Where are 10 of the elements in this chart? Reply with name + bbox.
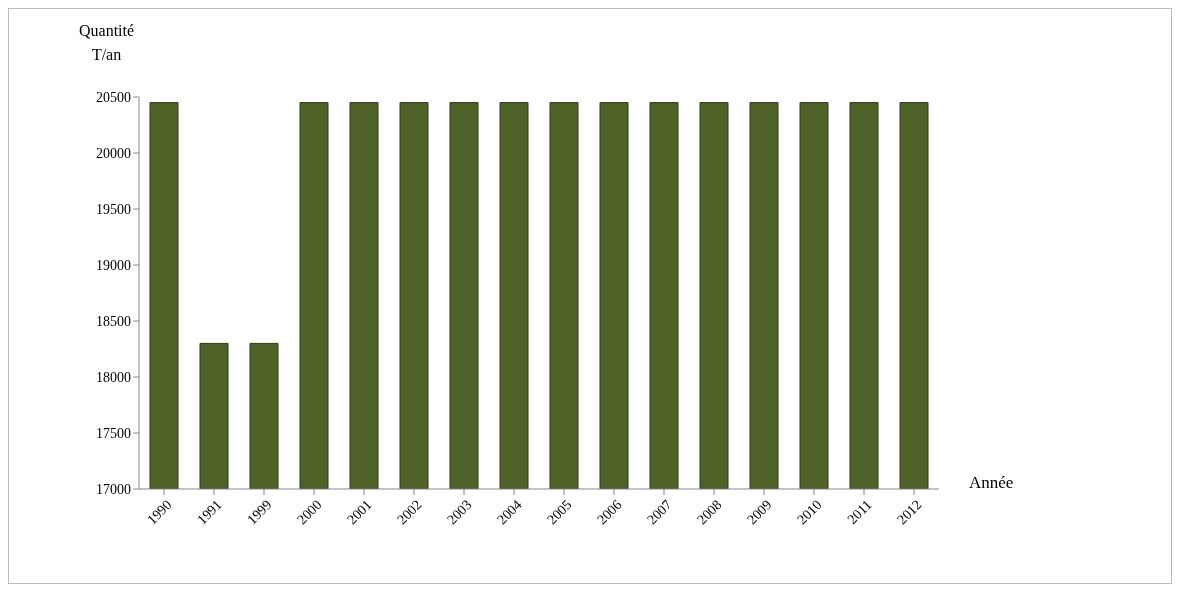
- y-tick-label: 19000: [96, 257, 131, 273]
- y-tick-label: 18500: [96, 313, 131, 329]
- y-tick-label: 20000: [96, 145, 131, 161]
- y-tick-label: 17500: [96, 425, 131, 441]
- x-axis-title: Année: [969, 473, 1014, 493]
- y-tick-label: 18000: [96, 369, 131, 385]
- y-tick-label: 20500: [96, 89, 131, 105]
- y-axis-title: Quantité T/an: [79, 21, 135, 65]
- y-tick-label: 17000: [96, 481, 131, 497]
- y-tick-label: 19500: [96, 201, 131, 217]
